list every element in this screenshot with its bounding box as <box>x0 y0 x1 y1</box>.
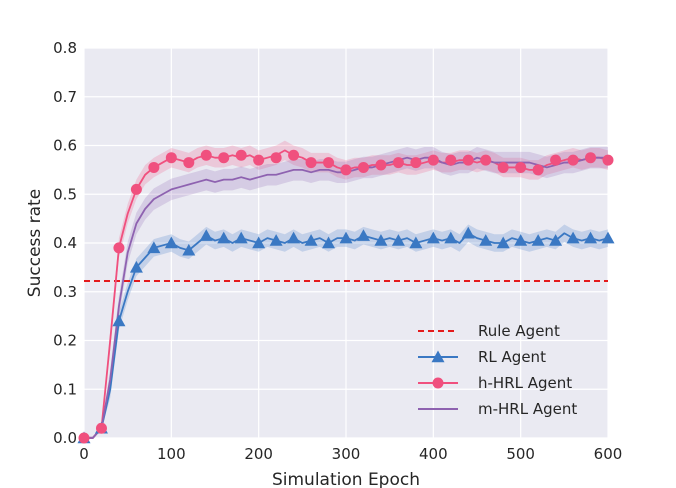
h-hrl-agent-point <box>375 159 387 171</box>
y-tick-label: 0.0 <box>53 429 77 447</box>
tick-labels: 0 100 200 300 400 500 600 0.0 0.1 0.2 0.3 0.4 0.5 0.6… <box>53 39 622 463</box>
legend-label: h-HRL Agent <box>478 374 572 392</box>
rl-agent-point <box>304 234 318 246</box>
h-hrl-agent-point <box>532 164 544 176</box>
h-hrl-agent-point <box>480 154 492 166</box>
h-hrl-agent-point <box>427 154 439 166</box>
x-tick-label: 200 <box>244 445 273 463</box>
y-tick-label: 0.5 <box>53 185 77 203</box>
h-hrl-agent-point <box>218 152 230 164</box>
y-tick-label: 0.3 <box>53 283 77 301</box>
rl-agent-point <box>409 236 423 249</box>
legend-label: RL Agent <box>478 348 546 366</box>
h-hrl-agent-point <box>602 154 614 166</box>
h-hrl-agent-point <box>235 149 247 161</box>
confidence-bands <box>84 140 608 438</box>
legend-label: m-HRL Agent <box>478 400 577 418</box>
x-tick-label: 500 <box>506 445 535 463</box>
legend-marker <box>431 350 445 363</box>
rl-agent-point <box>374 234 388 246</box>
rl-agent-point <box>182 243 196 256</box>
h-hrl-agent-band <box>84 140 608 438</box>
legend: Rule Agent RL Agent h-HRL Agent m-HRL Agent <box>418 322 577 418</box>
h-hrl-agent-point <box>357 161 369 173</box>
h-hrl-agent-point <box>113 242 125 254</box>
rl-agent-point <box>514 234 528 246</box>
rl-agent-point <box>584 231 598 244</box>
rl-agent-point <box>269 234 283 246</box>
h-hrl-agent-point <box>515 161 527 173</box>
legend-label: Rule Agent <box>478 322 560 340</box>
x-tick-label: 0 <box>79 445 89 463</box>
rl-agent-band <box>84 224 608 438</box>
h-hrl-agent-point <box>130 183 142 195</box>
h-hrl-agent-point <box>340 164 352 176</box>
rl-agent-point <box>531 234 545 246</box>
rl-agent-point <box>496 236 510 249</box>
rl-agent-point <box>147 241 161 254</box>
h-hrl-agent-point <box>445 154 457 166</box>
legend-marker <box>432 377 444 389</box>
h-hrl-agent-point <box>323 157 335 169</box>
legend-item-m-hrl-agent: m-HRL Agent <box>418 400 577 418</box>
rl-agent-point <box>479 234 493 246</box>
h-hrl-agent-point <box>497 161 509 173</box>
rl-agent-point <box>601 231 615 244</box>
h-hrl-agent-point <box>78 432 90 444</box>
y-tick-label: 0.1 <box>53 380 77 398</box>
h-hrl-agent-point <box>253 154 265 166</box>
h-hrl-agent-point <box>270 152 282 164</box>
h-hrl-agent-point <box>585 152 597 164</box>
h-hrl-agent-point <box>550 154 562 166</box>
series-markers <box>77 149 615 444</box>
h-hrl-agent-point <box>200 149 212 161</box>
h-hrl-agent-point <box>305 157 317 169</box>
y-tick-label: 0.4 <box>53 234 77 252</box>
h-hrl-agent-point <box>95 422 107 434</box>
rl-agent-point <box>129 260 143 273</box>
h-hrl-agent-point <box>567 154 579 166</box>
rl-agent-point <box>426 231 440 244</box>
legend-item-rule-agent: Rule Agent <box>418 322 560 340</box>
x-tick-label: 100 <box>157 445 186 463</box>
rl-agent-point <box>252 236 266 249</box>
x-tick-label: 600 <box>594 445 623 463</box>
grid-lines <box>83 47 609 439</box>
y-tick-label: 0.7 <box>53 88 77 106</box>
h-hrl-agent-point <box>462 154 474 166</box>
y-tick-label: 0.8 <box>53 39 77 57</box>
y-tick-label: 0.6 <box>53 137 77 155</box>
rl-agent-point <box>444 231 458 244</box>
h-hrl-agent-point <box>183 157 195 169</box>
h-hrl-agent-point <box>165 152 177 164</box>
rl-agent-point <box>164 236 178 249</box>
h-hrl-agent-point <box>410 157 422 169</box>
rl-agent-point <box>461 226 475 239</box>
rl-agent-point <box>199 229 213 241</box>
legend-item-rl-agent: RL Agent <box>418 348 546 366</box>
y-tick-label: 0.2 <box>53 332 77 350</box>
rl-agent-point <box>356 229 370 241</box>
rl-agent-point <box>391 234 405 246</box>
legend-item-h-hrl-agent: h-HRL Agent <box>418 374 572 392</box>
h-hrl-agent-point <box>392 157 404 169</box>
rl-agent-point <box>549 234 563 246</box>
x-tick-label: 300 <box>332 445 361 463</box>
rl-agent-point <box>566 231 580 244</box>
h-hrl-agent-point <box>288 149 300 161</box>
rl-agent-point <box>112 314 126 327</box>
rl-agent-point <box>339 231 353 244</box>
x-axis-label: Simulation Epoch <box>272 470 420 488</box>
rl-agent-point <box>234 231 248 244</box>
rl-agent-point <box>287 231 301 244</box>
rl-agent-point <box>322 236 336 249</box>
h-hrl-agent-point <box>148 161 160 173</box>
x-tick-label: 400 <box>419 445 448 463</box>
rl-agent-point <box>217 231 231 244</box>
y-axis-label: Success rate <box>25 189 45 297</box>
